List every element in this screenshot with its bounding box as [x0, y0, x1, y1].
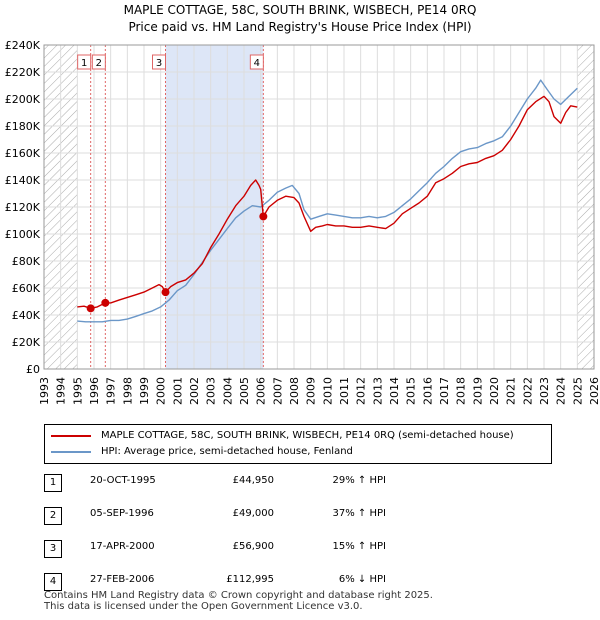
x-tick-label: 2020 [488, 377, 501, 405]
transaction-hpi-diff: 37% ↑ HPI [332, 508, 386, 519]
y-tick-label: £80K [12, 255, 41, 268]
transaction-number: 3 [44, 540, 62, 558]
transaction-row: 3 17-APR-2000 £56,900 15% ↑ HPI [44, 538, 464, 571]
x-tick-label: 2026 [588, 377, 600, 405]
hpi-line [77, 79, 578, 323]
x-tick-label: 2006 [255, 377, 268, 405]
legend-hpi-swatch [51, 451, 91, 453]
transaction-number: 4 [44, 573, 62, 591]
x-tick-label: 2017 [438, 377, 451, 405]
transaction-price: £44,950 [232, 475, 274, 486]
transaction-date: 27-FEB-2006 [90, 574, 155, 585]
transaction-hpi-diff: 6% ↓ HPI [338, 574, 386, 585]
x-tick-label: 2008 [288, 377, 301, 405]
y-tick-label: £120K [5, 201, 41, 214]
sale-label-1: 1 [81, 58, 87, 69]
transaction-date: 17-APR-2000 [90, 541, 155, 552]
x-tick-label: 2010 [321, 377, 334, 405]
transactions-table: 1 20-OCT-1995 £44,950 29% ↑ HPI 2 05-SEP… [44, 472, 464, 604]
x-tick-label: 1998 [121, 377, 134, 405]
x-tick-label: 1999 [138, 377, 151, 405]
x-tick-label: 2000 [155, 377, 168, 405]
sale-point-2 [101, 298, 110, 307]
x-tick-label: 2013 [371, 377, 384, 405]
property-price-line [77, 95, 578, 309]
sale-label-3: 3 [156, 58, 162, 69]
x-tick-label: 2016 [421, 377, 434, 405]
x-tick-label: 2002 [188, 377, 201, 405]
transaction-price: £49,000 [232, 508, 274, 519]
y-tick-label: £160K [5, 147, 41, 160]
sale-label-box-2 [91, 54, 106, 70]
chart-legend: MAPLE COTTAGE, 58C, SOUTH BRINK, WISBECH… [44, 424, 552, 464]
x-tick-label: 2023 [538, 377, 551, 405]
y-tick-label: £220K [5, 66, 41, 79]
x-tick-label: 2001 [171, 377, 184, 405]
x-tick-label: 2018 [455, 377, 468, 405]
x-tick-label: 2024 [555, 377, 568, 405]
legend-hpi-label: HPI: Average price, semi-detached house,… [101, 446, 353, 457]
transaction-hpi-diff: 29% ↑ HPI [332, 475, 386, 486]
sale-label-2: 2 [96, 58, 102, 69]
sale-label-box-4 [249, 54, 264, 70]
x-tick-label: 2003 [205, 377, 218, 405]
price-chart: £0 £20K £40K £60K £80K £100K £120K £140K £160K £1… [5, 39, 600, 405]
transaction-hpi-diff: 15% ↑ HPI [332, 541, 386, 552]
x-tick-label: 2009 [305, 377, 318, 405]
transaction-number: 2 [44, 507, 62, 525]
x-tick-label: 1994 [55, 377, 68, 405]
transaction-price: £112,995 [226, 574, 274, 585]
transaction-row: 4 27-FEB-2006 £112,995 6% ↓ HPI [44, 571, 464, 604]
y-tick-label: £240K [5, 39, 41, 52]
transaction-date: 20-OCT-1995 [90, 475, 156, 486]
chart-title-line-1: MAPLE COTTAGE, 58C, SOUTH BRINK, WISBECH… [123, 3, 477, 17]
sale-point-1 [86, 304, 95, 313]
y-tick-label: £60K [12, 282, 41, 295]
x-tick-label: 1996 [88, 377, 101, 405]
transaction-row: 1 20-OCT-1995 £44,950 29% ↑ HPI [44, 472, 464, 505]
y-tick-label: £40K [12, 309, 41, 322]
y-tick-label: £0 [26, 363, 40, 376]
x-tick-label: 1993 [38, 377, 51, 405]
y-tick-label: £200K [5, 93, 41, 106]
chart-title-line-2: Price paid vs. HM Land Registry's House … [128, 20, 472, 34]
x-tick-label: 2005 [238, 377, 251, 405]
footer-attribution: Contains HM Land Registry data © Crown c… [44, 590, 433, 612]
footer-line-1: Contains HM Land Registry data © Crown c… [44, 590, 433, 601]
transaction-number: 1 [44, 474, 62, 492]
x-tick-label: 2025 [571, 377, 584, 405]
transaction-price: £56,900 [232, 541, 274, 552]
footer-line-2: This data is licensed under the Open Gov… [44, 601, 363, 612]
y-tick-label: £180K [5, 120, 41, 133]
x-tick-label: 2007 [271, 377, 284, 405]
x-tick-label: 2012 [355, 377, 368, 405]
x-tick-label: 2011 [338, 377, 351, 405]
x-tick-label: 2004 [221, 377, 234, 405]
x-tick-label: 2021 [505, 377, 518, 405]
legend-property-swatch [51, 435, 91, 437]
y-tick-label: £100K [5, 228, 41, 241]
plot-border [43, 44, 595, 370]
x-tick-label: 2022 [521, 377, 534, 405]
x-tick-label: 2015 [405, 377, 418, 405]
x-tick-label: 1997 [105, 377, 118, 405]
x-tick-label: 2019 [471, 377, 484, 405]
x-tick-label: 1995 [71, 377, 84, 405]
x-tick-label: 2014 [388, 377, 401, 405]
transaction-row: 2 05-SEP-1996 £49,000 37% ↑ HPI [44, 505, 464, 538]
sale-point-3 [161, 288, 170, 297]
sale-label-box-3 [152, 54, 166, 70]
y-tick-label: £140K [5, 174, 41, 187]
legend-property-label: MAPLE COTTAGE, 58C, SOUTH BRINK, WISBECH… [101, 430, 514, 441]
transaction-date: 05-SEP-1996 [90, 508, 154, 519]
sale-label-4: 4 [254, 58, 260, 69]
y-tick-label: £20K [12, 336, 41, 349]
sale-point-4 [259, 212, 268, 221]
sale-label-box-1 [77, 54, 92, 70]
